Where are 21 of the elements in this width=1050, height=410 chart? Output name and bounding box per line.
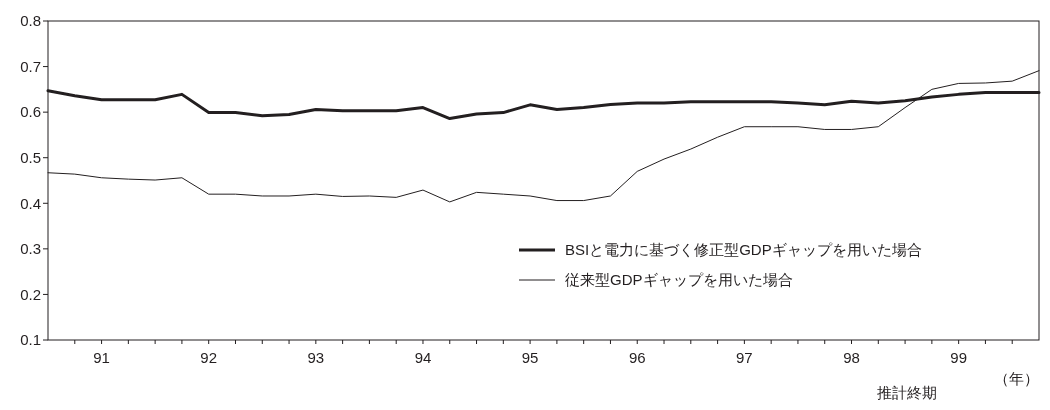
x-tick-label: 96 xyxy=(628,349,646,366)
x-tick-label: 91 xyxy=(93,349,110,366)
y-tick-label: 0.1 xyxy=(20,331,41,349)
x-tick-label: 98 xyxy=(843,349,860,366)
y-tick-label: 0.5 xyxy=(20,148,41,166)
text: （年） xyxy=(994,370,1039,387)
y-tick-label: 0.6 xyxy=(20,103,41,121)
legend-label: 従来型GDPギャップを用いた場合 xyxy=(565,271,793,289)
x-tick-label: 92 xyxy=(200,349,218,366)
x-axis-title: 推計終期 xyxy=(877,384,937,401)
legend-label: BSIと電力に基づく修正型GDPギャップを用いた場合 xyxy=(565,241,922,259)
y-tick-label: 0.3 xyxy=(20,240,41,258)
y-tick-label: 0.8 xyxy=(20,12,41,30)
x-tick-label: 95 xyxy=(521,349,539,366)
y-tick-label: 0.7 xyxy=(20,57,41,75)
x-tick-label: 93 xyxy=(307,349,325,366)
y-tick-label: 0.2 xyxy=(20,285,41,303)
y-tick-label: 0.4 xyxy=(20,194,41,212)
x-tick-label: 97 xyxy=(736,349,753,366)
x-tick-label: 99 xyxy=(950,349,967,366)
x-tick-label: 94 xyxy=(414,349,432,366)
